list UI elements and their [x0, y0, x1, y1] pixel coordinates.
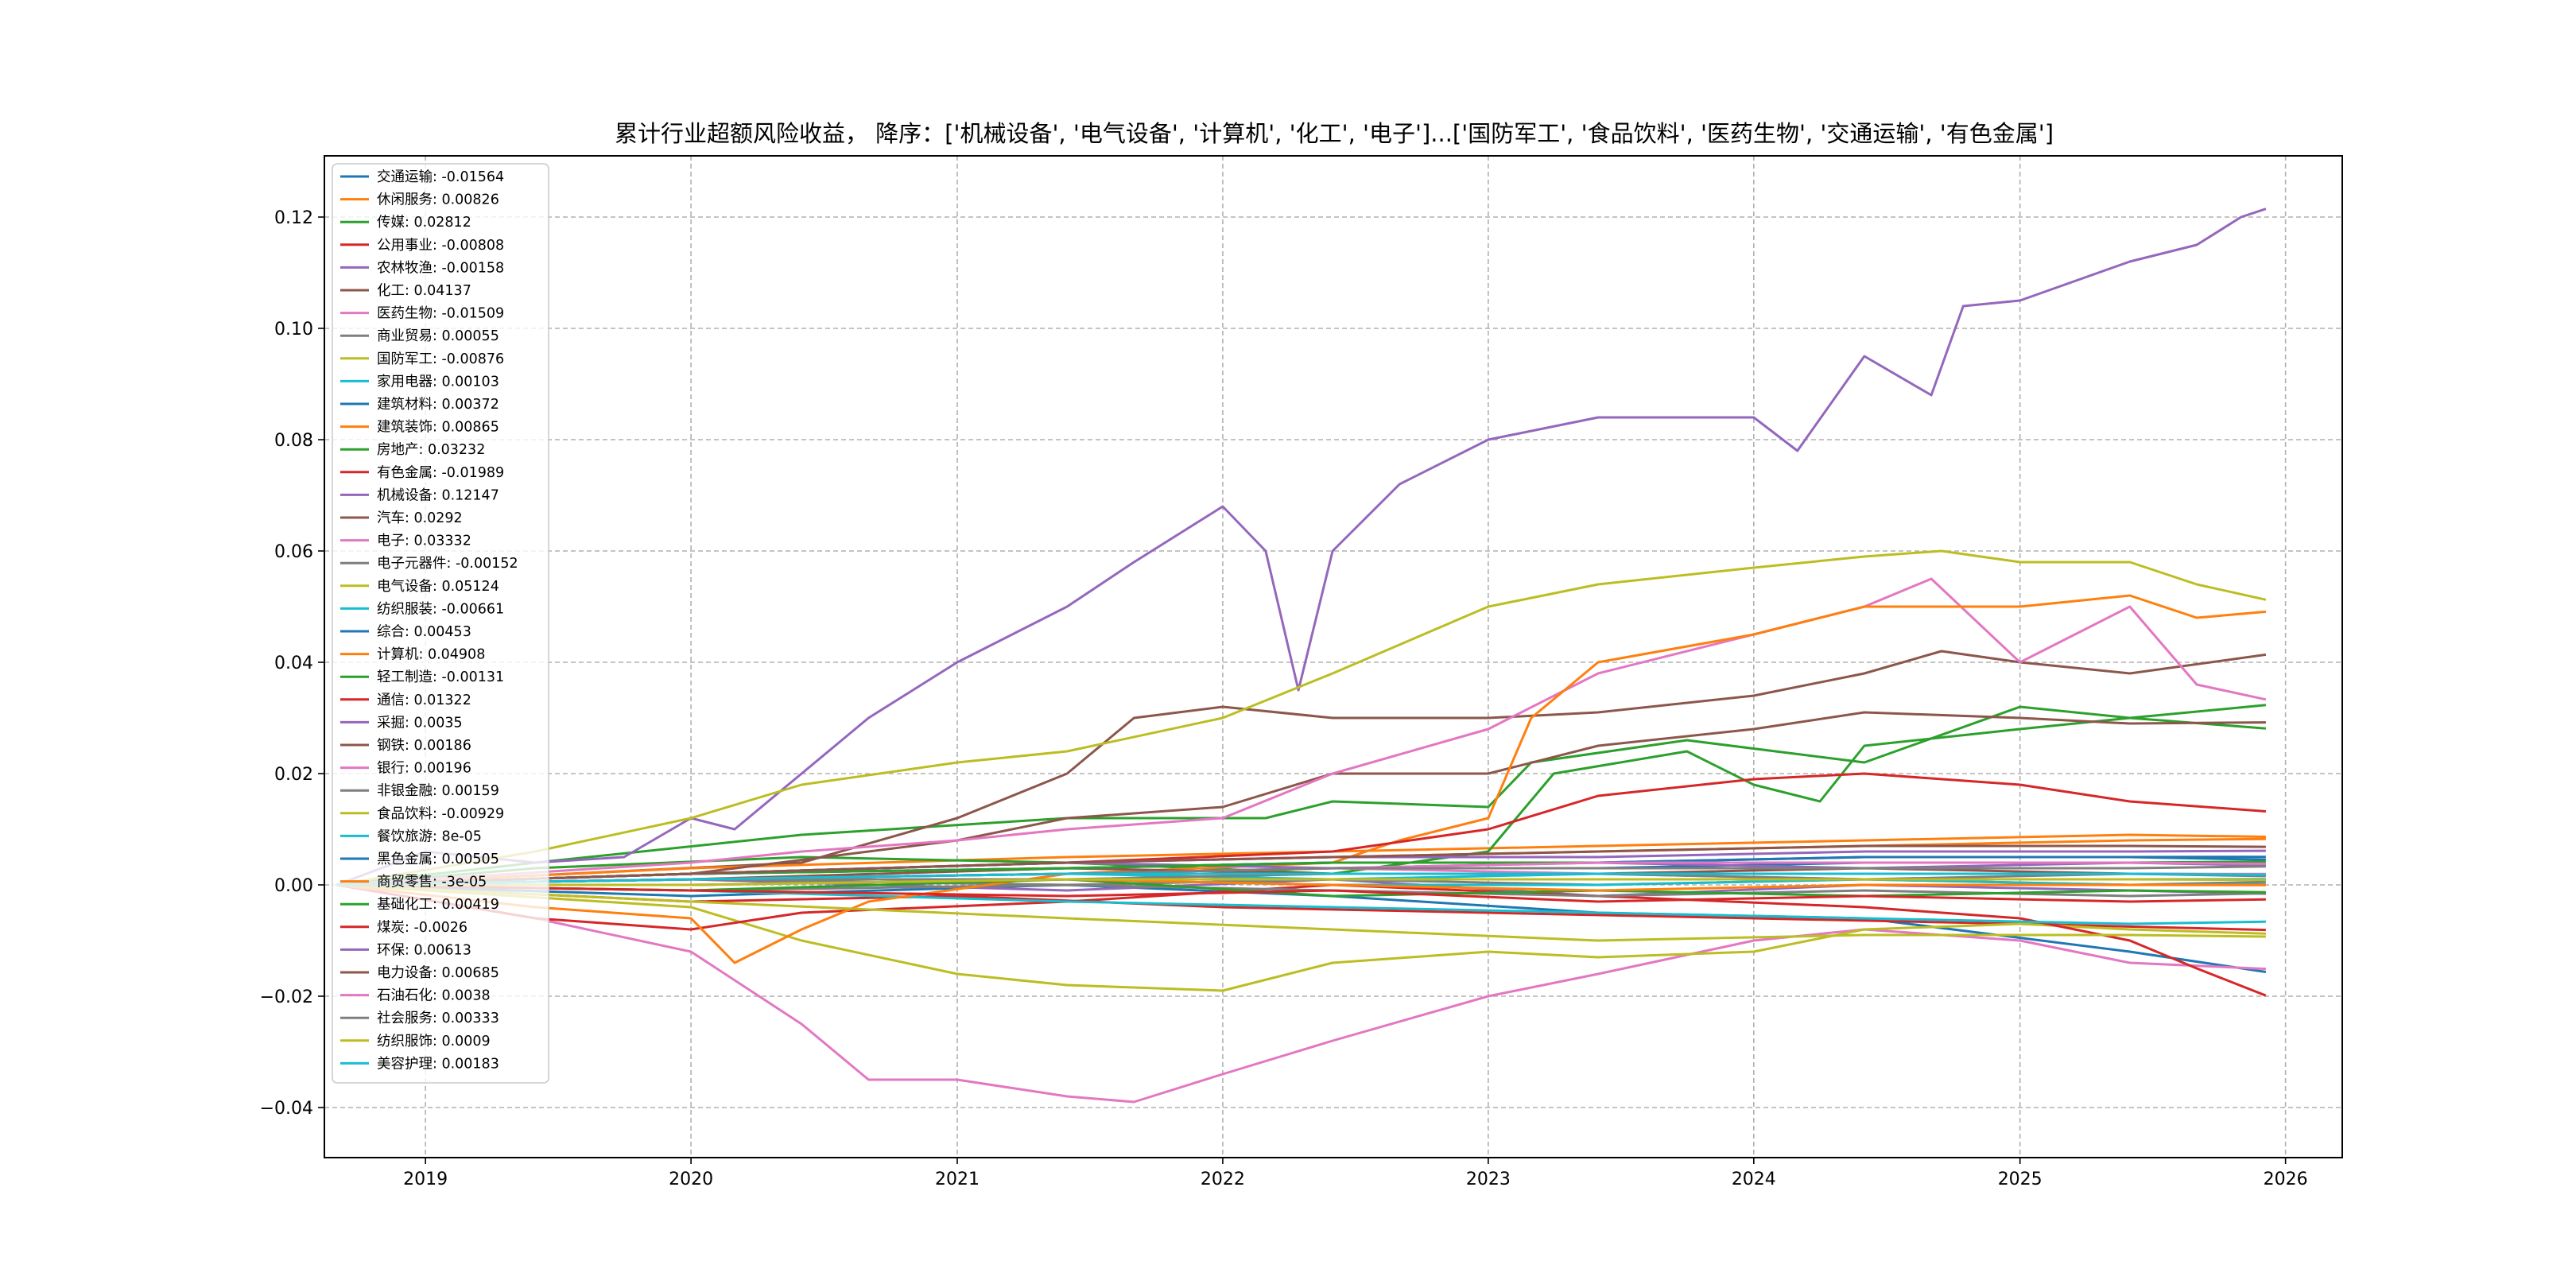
- legend-label: 轻工制造: -0.00131: [377, 669, 504, 685]
- x-tick-label: 2023: [1466, 1170, 1511, 1189]
- y-tick-label: −0.04: [260, 1099, 313, 1119]
- legend-label: 银行: 0.00196: [377, 761, 471, 777]
- series-line-36: [336, 844, 2266, 886]
- legend-label: 商业贸易: 0.00055: [377, 328, 499, 344]
- legend-label: 农林牧渔: -0.00158: [377, 260, 504, 276]
- x-tick-label: 2020: [669, 1170, 713, 1189]
- y-tick-label: 0.10: [274, 320, 313, 339]
- legend-label: 电子元器件: -0.00152: [377, 556, 518, 572]
- legend-label: 国防军工: -0.00876: [377, 351, 504, 367]
- series-lines: [336, 208, 2267, 1104]
- series-line-9: [336, 883, 2266, 992]
- legend-label: 美容护理: 0.00183: [377, 1056, 499, 1072]
- y-tick-label: 0.02: [274, 765, 313, 785]
- series-line-40: [336, 872, 2266, 886]
- legend-label: 计算机: 0.04908: [377, 647, 485, 663]
- x-axis: 2019 2020 2021 2022 2023 2024 2025 2026: [403, 1158, 2308, 1189]
- legend-label: 商贸零售: -3e-05: [377, 875, 487, 890]
- legend-label: 公用事业: -0.00808: [377, 238, 504, 254]
- legend-label: 钢铁: 0.00186: [377, 738, 471, 754]
- y-tick-label: 0.04: [274, 654, 313, 673]
- legend-label: 基础化工: 0.00419: [377, 897, 499, 913]
- series-line-3: [336, 705, 2267, 886]
- y-tick-label: 0.00: [274, 876, 313, 896]
- legend-label: 纺织服饰: 0.0009: [377, 1034, 491, 1049]
- x-tick-label: 2021: [935, 1170, 980, 1189]
- series-line-39: [336, 878, 2266, 886]
- legend-label: 通信: 0.01322: [377, 692, 471, 708]
- legend-frame: [332, 163, 549, 1084]
- y-tick-label: 0.08: [274, 431, 313, 451]
- legend-label: 家用电器: 0.00103: [377, 374, 499, 390]
- x-tick-label: 2019: [403, 1170, 448, 1189]
- legend-label: 电力设备: 0.00685: [377, 965, 499, 981]
- series-line-22: [336, 594, 2267, 964]
- legend-label: 化工: 0.04137: [377, 283, 471, 299]
- grid-lines: [324, 156, 2342, 1158]
- x-tick-label: 2026: [2264, 1170, 2308, 1189]
- series-line-16: [336, 711, 2266, 886]
- legend-label: 有色金属: -0.01989: [377, 465, 504, 481]
- legend-label: 机械设备: 0.12147: [377, 487, 499, 503]
- legend-label: 综合: 0.00453: [377, 624, 471, 640]
- x-tick-label: 2025: [1998, 1170, 2043, 1189]
- legend-label: 纺织服装: -0.00661: [377, 601, 504, 617]
- legend-label: 餐饮旅游: 8e-05: [377, 828, 482, 844]
- legend-label: 黑色金属: 0.00505: [377, 852, 499, 867]
- legend-label: 环保: 0.00613: [377, 942, 471, 958]
- legend-label: 医药生物: -0.01509: [377, 306, 504, 322]
- x-tick-label: 2024: [1732, 1170, 1776, 1189]
- series-line-13: [336, 704, 2267, 886]
- legend-label: 休闲服务: 0.00826: [377, 192, 499, 208]
- series-line-17: [336, 577, 2267, 886]
- y-axis: −0.04 −0.02 0.00 0.02 0.04 0.06 0.08 0.10 0.12: [260, 208, 324, 1119]
- legend-label: 石油石化: 0.0038: [377, 988, 491, 1004]
- x-tick-label: 2022: [1201, 1170, 1245, 1189]
- legend-label: 建筑材料: 0.00372: [377, 397, 499, 413]
- chart-title: 累计行业超额风险收益， 降序：['机械设备', '电气设备', '计算机', '…: [615, 120, 2054, 147]
- legend-label: 电子: 0.03332: [377, 533, 471, 549]
- legend-label: 食品饮料: -0.00929: [377, 806, 504, 822]
- series-line-7: [336, 883, 2266, 1104]
- series-line-15: [336, 208, 2267, 886]
- series-line-14: [336, 883, 2267, 997]
- legend-label: 采掘: 0.0035: [377, 715, 463, 731]
- series-line-6: [336, 650, 2267, 886]
- y-tick-label: 0.12: [274, 208, 313, 228]
- series-line-34: [336, 883, 2266, 903]
- legend-label: 交通运输: -0.01564: [377, 169, 504, 185]
- plot-area-frame: [324, 155, 2343, 1158]
- series-line-1: [336, 883, 2267, 973]
- legend-label: 煤炭: -0.0026: [377, 920, 467, 936]
- legend: 交通运输: -0.01564 休闲服务: 0.00826 传媒: 0.02812 公用…: [332, 163, 549, 1084]
- legend-label: 社会服务: 0.00333: [377, 1011, 499, 1026]
- y-tick-label: 0.06: [274, 542, 313, 562]
- legend-label: 非银金融: 0.00159: [377, 783, 499, 799]
- y-tick-label: −0.02: [260, 987, 313, 1007]
- series-line-29: [336, 883, 2266, 942]
- legend-label: 房地产: 0.03232: [377, 442, 485, 458]
- series-line-4: [336, 883, 2266, 932]
- series-line-23: [336, 878, 2266, 898]
- series-line-19: [336, 549, 2267, 886]
- legend-label: 电气设备: 0.05124: [377, 579, 499, 595]
- legend-label: 传媒: 0.02812: [377, 215, 471, 231]
- legend-label: 汽车: 0.0292: [377, 510, 463, 526]
- legend-label: 建筑装饰: 0.00865: [377, 420, 499, 436]
